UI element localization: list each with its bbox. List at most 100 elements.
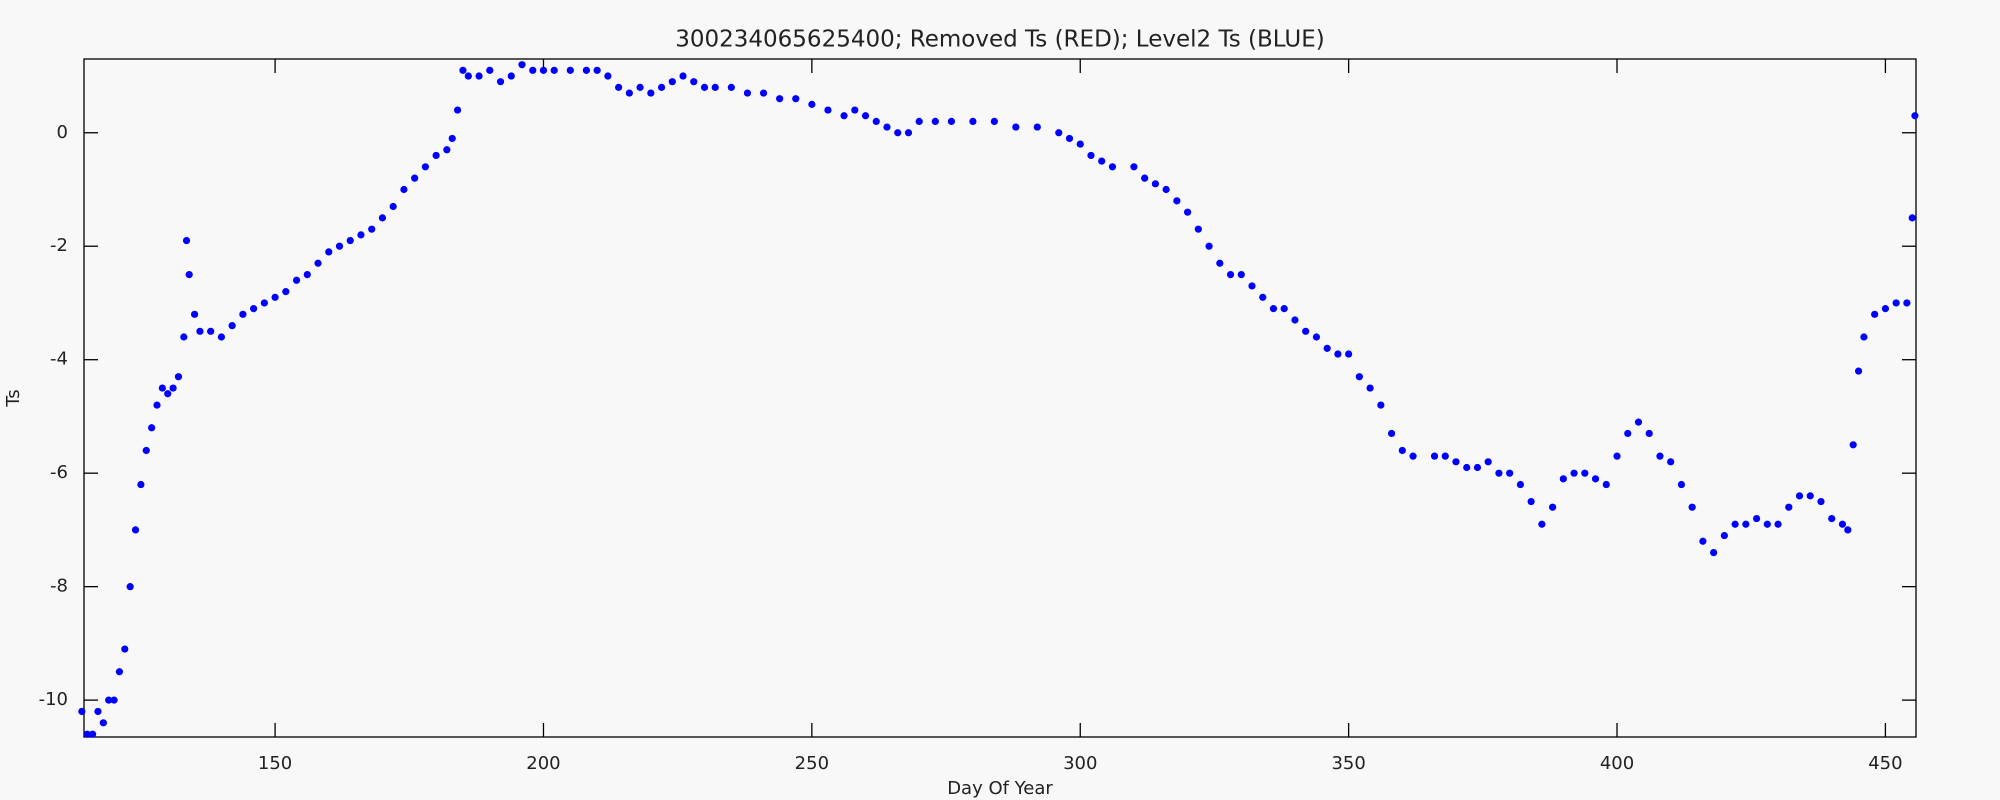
point (636, 83, 644, 91)
point (239, 310, 247, 318)
point (1785, 503, 1793, 511)
point (83, 730, 91, 738)
point (282, 288, 290, 296)
point (1806, 492, 1814, 500)
point (411, 174, 419, 182)
point (1624, 429, 1632, 438)
point (180, 333, 188, 341)
point (94, 707, 102, 716)
point (153, 401, 161, 409)
point (421, 163, 429, 171)
point (1366, 384, 1374, 392)
point (169, 384, 177, 392)
y-tick-label: -10 (39, 689, 68, 710)
point (792, 95, 800, 103)
point (325, 248, 333, 256)
point (1216, 259, 1224, 267)
x-tick-label: 200 (526, 753, 560, 774)
point (190, 310, 199, 318)
x-tick-label: 300 (1063, 753, 1097, 774)
point (110, 696, 118, 704)
point (1774, 520, 1782, 528)
point (182, 236, 191, 245)
point (1570, 469, 1578, 477)
point (1731, 520, 1739, 528)
y-tick-label: -8 (50, 576, 68, 597)
point (378, 214, 387, 222)
point (314, 259, 322, 267)
point (1162, 185, 1170, 194)
point (1881, 305, 1890, 313)
point (1355, 373, 1363, 381)
point (690, 78, 698, 86)
point (840, 112, 848, 120)
point (88, 730, 97, 738)
point (448, 134, 456, 143)
point (389, 202, 397, 211)
point (1549, 503, 1557, 511)
point (1280, 305, 1288, 313)
point (1291, 316, 1299, 324)
point (335, 242, 344, 250)
x-tick-label: 400 (1600, 753, 1634, 774)
point (647, 89, 655, 97)
point (883, 123, 891, 131)
point (142, 446, 150, 455)
point (496, 78, 505, 86)
point (1269, 305, 1278, 313)
point (1108, 163, 1117, 171)
point (131, 526, 140, 534)
point (1484, 458, 1492, 466)
point (759, 89, 768, 97)
point (615, 83, 623, 91)
point (969, 117, 977, 126)
point (931, 117, 939, 126)
point (1130, 163, 1138, 171)
point (808, 100, 816, 108)
point (1634, 418, 1643, 426)
point (1151, 180, 1159, 188)
point (1194, 225, 1202, 233)
point (1581, 469, 1589, 477)
point (1173, 197, 1181, 205)
point (486, 66, 494, 74)
point (158, 384, 166, 392)
point (1065, 134, 1074, 143)
point (271, 293, 279, 301)
point (148, 424, 156, 432)
point (1409, 452, 1417, 460)
point (1312, 333, 1321, 341)
point (250, 305, 258, 313)
point (1656, 452, 1664, 460)
point (1742, 520, 1750, 528)
point (1334, 350, 1342, 358)
point (137, 480, 145, 489)
point (303, 270, 311, 279)
point (1506, 469, 1514, 477)
point (1667, 458, 1675, 466)
point (1098, 157, 1106, 165)
point (1087, 151, 1095, 160)
point (357, 231, 365, 239)
point (1645, 429, 1653, 438)
point (1033, 123, 1041, 131)
point (1430, 452, 1439, 460)
point (99, 719, 107, 727)
point (78, 707, 86, 716)
point (443, 146, 451, 154)
point (1259, 293, 1267, 301)
point (1854, 367, 1863, 375)
point (1345, 350, 1353, 358)
x-tick-label: 250 (795, 753, 829, 774)
y-tick-label: -6 (50, 462, 68, 483)
point (1387, 429, 1396, 438)
y-tick-label: -2 (50, 235, 68, 256)
point (1720, 531, 1728, 540)
point (1892, 299, 1900, 307)
point (1441, 452, 1449, 460)
point (1795, 492, 1804, 500)
point (1602, 480, 1610, 489)
point (228, 322, 236, 330)
point (743, 89, 752, 97)
point (1076, 140, 1084, 148)
